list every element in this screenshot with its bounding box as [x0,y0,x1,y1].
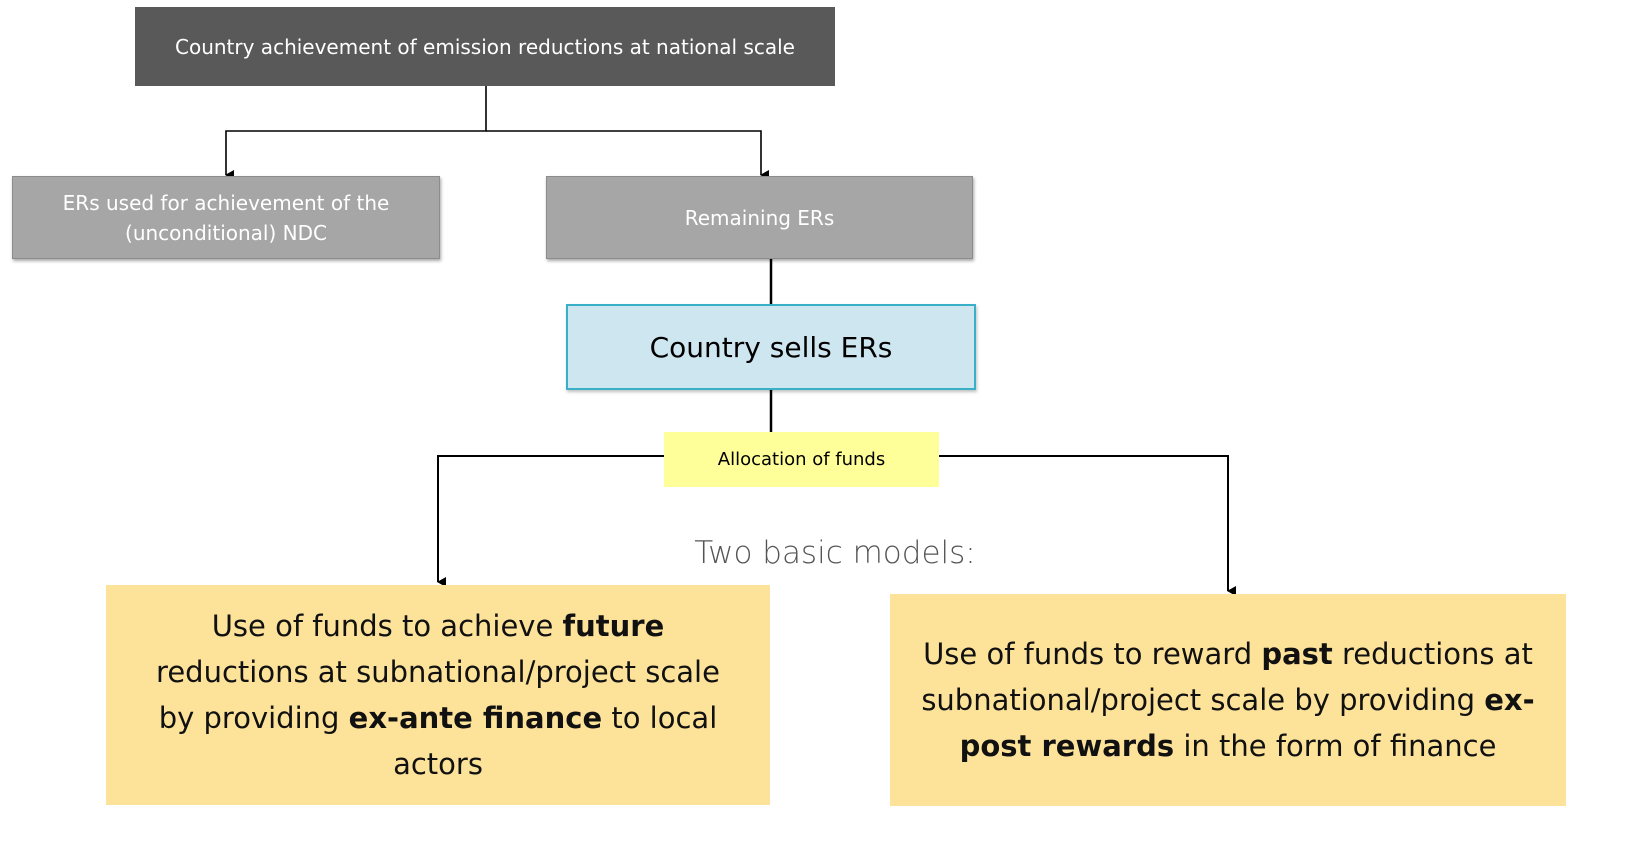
node-text: Use of funds to achieve future reduction… [134,603,742,787]
text: reductions at subnational/project scale … [921,637,1533,717]
node-gray-dark: Country achievement of emission reductio… [135,7,835,86]
node-gray: Remaining ERs [546,176,973,259]
text: to local actors [393,701,718,781]
node-text: Country sells ERs [650,331,893,364]
node-text: Country achievement of emission reductio… [175,35,795,59]
node-text: Remaining ERs [685,203,835,233]
node-label: Allocation of funds [664,432,939,487]
text: Allocation of funds [717,449,886,470]
text: Country achievement of emission reductio… [175,34,795,59]
bold-text: ex-ante finance [348,701,603,735]
bold-text: ex-post rewards [959,683,1535,763]
node-model: Use of funds to reward past reductions a… [890,594,1566,806]
node-text: Two basic models: [694,535,975,571]
node-model: Use of funds to achieve future reduction… [106,585,770,805]
node-text: Allocation of funds [718,449,885,470]
arrow [939,455,1236,596]
text: Remaining ERs [684,205,835,230]
text: Two basic models: [694,535,976,571]
text: Country sells ERs [649,330,893,364]
text: in the form of finance [1174,729,1497,763]
node-text: Use of funds to reward past reductions a… [918,631,1538,769]
arrow [437,455,664,587]
node-text: ERs used for achievement of the (uncondi… [33,188,419,248]
text: ERs used for achievement of the (uncondi… [62,190,390,245]
node-gray: ERs used for achievement of the (uncondi… [12,176,440,259]
text: Use of funds to achieve [211,609,563,643]
node-caption: Two basic models: [660,528,1010,578]
bold-text: future [562,609,665,643]
arrow [486,130,769,180]
text: reductions at subnational/project scale … [156,655,720,735]
node-sell: Country sells ERs [566,304,976,390]
bold-text: past [1261,637,1333,671]
arrow [225,86,487,180]
text: Use of funds to reward [923,637,1262,671]
